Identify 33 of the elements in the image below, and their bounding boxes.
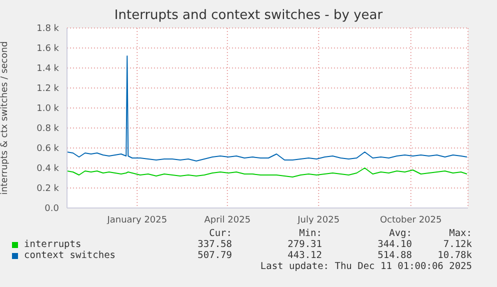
y-tick-label: 0.0 <box>44 204 60 214</box>
y-tick-label: 1.8 k <box>36 24 60 34</box>
text: Last update: Thu Dec 11 01:00:06 2025 <box>259 261 472 272</box>
text: 514.88 <box>376 250 412 261</box>
x-tick-label: October 2025 <box>380 215 442 226</box>
text: 337.58 <box>196 239 232 250</box>
text: Min: <box>298 228 322 239</box>
y-tick-label: 1.2 k <box>36 84 60 94</box>
y-tick-label: 0.4 k <box>36 164 60 174</box>
x-tick-label: July 2025 <box>296 215 340 226</box>
text: 10.78k <box>436 250 472 261</box>
text: 7.12k <box>442 239 472 250</box>
legend-label: context switches <box>23 250 117 261</box>
line-series <box>67 56 468 162</box>
x-tick-label: April 2025 <box>204 215 251 226</box>
y-tick-label: 0.8 k <box>36 124 60 134</box>
y-tick-label: 1.0 k <box>36 104 60 114</box>
text: Max: <box>448 228 472 239</box>
y-axis-title: interrupts & ctx switches / second <box>0 41 10 195</box>
text: 507.79 <box>196 250 232 261</box>
y-tick-label: 0.6 k <box>36 144 60 154</box>
y-tick-label: 1.6 k <box>36 44 60 54</box>
x-tick-label: January 2025 <box>106 215 168 226</box>
text: 279.31 <box>286 239 322 250</box>
y-tick-label: 1.4 k <box>36 64 60 74</box>
legend-label: interrupts <box>23 239 82 250</box>
y-tick-label: 0.2 k <box>36 184 60 194</box>
text: Cur: <box>208 228 232 239</box>
chart-title: Interrupts and context switches - by year <box>113 8 384 23</box>
text: 443.12 <box>286 250 322 261</box>
line-series <box>67 168 468 178</box>
text: 344.10 <box>376 239 412 250</box>
text: Avg: <box>388 228 412 239</box>
